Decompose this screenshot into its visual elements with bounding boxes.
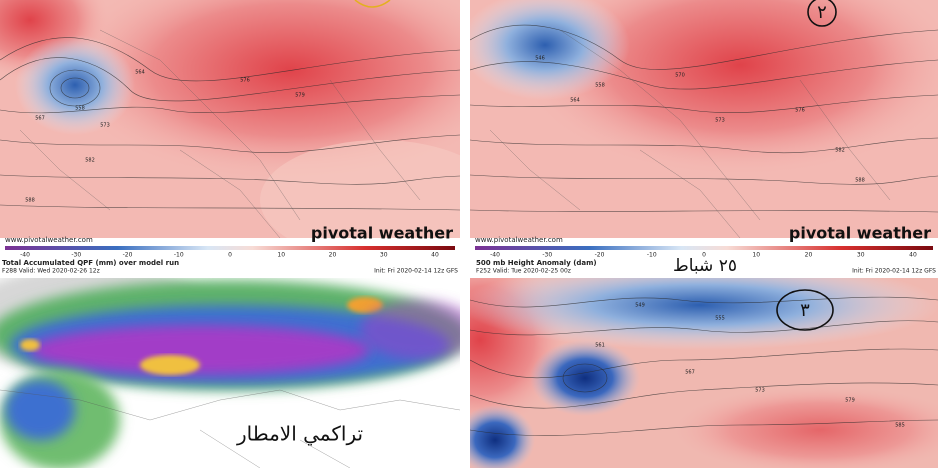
valid-time: F252 Valid: Tue 2020-02-25 00z (476, 268, 571, 275)
contour-label: 588 (25, 198, 35, 204)
contour-label: 576 (240, 78, 250, 84)
colorbar (5, 246, 455, 250)
contour-label: 576 (795, 108, 805, 114)
colorbar-tick-label: -10 (174, 252, 184, 259)
watermark: www.pivotalweather.com (475, 236, 563, 244)
contour-label: 564 (570, 98, 580, 104)
contour-label: 549 (635, 303, 645, 309)
map-title: 500 mb Height Anomaly (dam) (476, 259, 597, 267)
contour-label: 579 (295, 93, 305, 99)
precipitation-map (0, 278, 460, 468)
contour-label: 561 (595, 343, 605, 349)
annotation-circle (807, 0, 837, 27)
contour-label: 558 (75, 106, 85, 112)
contour-label: 567 (35, 116, 45, 122)
colorbar-tick-label: 20 (805, 252, 813, 259)
highlight-arc (354, 0, 391, 8)
colorbar-tick-label: -20 (595, 252, 605, 259)
contour-label: 582 (835, 148, 845, 154)
annotation: ٢ (817, 2, 827, 23)
contour-label: 573 (100, 123, 110, 129)
contour-label: 573 (755, 388, 765, 394)
colorbar-tick-label: 0 (228, 252, 232, 259)
colorbar (475, 246, 933, 250)
map-title: Total Accumulated QPF (mm) over model ru… (2, 259, 179, 267)
height-anomaly-map-1 (0, 0, 460, 238)
contour-label: 585 (895, 423, 905, 429)
colorbar-tick-label: 10 (752, 252, 760, 259)
colorbar-tick-label: -30 (71, 252, 81, 259)
colorbar-tick-label: 30 (857, 252, 865, 259)
contour-label: 582 (85, 158, 95, 164)
annotation: ٣ (800, 300, 810, 321)
colorbar-tick-label: -10 (647, 252, 657, 259)
colorbar-tick-label: 10 (277, 252, 285, 259)
contour-label: 558 (595, 83, 605, 89)
colorbar-tick-label: 40 (909, 252, 917, 259)
colorbar-tick-label: 40 (431, 252, 439, 259)
contour-label: 567 (685, 370, 695, 376)
contour-label: 573 (715, 118, 725, 124)
colorbar-tick-label: 30 (380, 252, 388, 259)
watermark: www.pivotalweather.com (5, 236, 93, 244)
valid-time: F288 Valid: Wed 2020-02-26 12z (2, 268, 100, 275)
contour-label: 570 (675, 73, 685, 79)
logo: pivotal weather (789, 224, 931, 243)
init-time: Init: Fri 2020-02-14 12z GFS (374, 268, 458, 275)
contour-label: 579 (845, 398, 855, 404)
date-note: ٢٥ شباط (673, 256, 737, 276)
annotation: تراكمي الامطار (236, 422, 363, 447)
contour-label: 555 (715, 316, 725, 322)
colorbar-tick-label: 20 (329, 252, 337, 259)
colorbar-tick-label: -20 (123, 252, 133, 259)
init-time: Init: Fri 2020-02-14 12z GFS (852, 268, 936, 275)
height-anomaly-map-3 (470, 278, 938, 468)
contour-label: 564 (135, 70, 145, 76)
contour-label: 588 (855, 178, 865, 184)
colorbar-tick-label: -30 (542, 252, 552, 259)
colorbar-tick-label: 0 (702, 252, 706, 259)
height-anomaly-map-2 (470, 0, 938, 238)
logo: pivotal weather (311, 224, 453, 243)
annotation-circle (776, 289, 834, 331)
colorbar-tick-label: -40 (490, 252, 500, 259)
contour-label: 546 (535, 56, 545, 62)
colorbar-tick-label: -40 (20, 252, 30, 259)
